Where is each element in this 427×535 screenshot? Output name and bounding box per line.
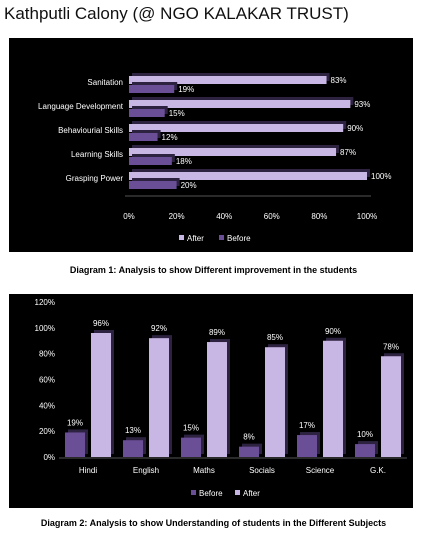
improvement-chart-svg: Sanitation 83% 19% Language Development 93% 1… [38, 73, 391, 243]
bar-after-science [323, 340, 343, 457]
category-label-language-development: Language Development [38, 102, 124, 111]
bar-before-hindi [65, 432, 85, 457]
x-tick-label: 60% [264, 212, 280, 221]
x-tick-label: 80% [311, 212, 327, 221]
legend-label-after: After [187, 234, 204, 243]
value-label-after-language-development: 93% [354, 100, 370, 109]
bar-after-hindi [91, 333, 111, 457]
value-label-before-grasping-power: 20% [181, 181, 197, 190]
bar-before-maths [181, 437, 201, 457]
legend-swatch-before [219, 235, 224, 240]
bar-before-science [297, 435, 317, 457]
value-label-after-hindi: 96% [93, 319, 109, 328]
improvement-chart: Sanitation 83% 19% Language Development 93% 1… [9, 38, 413, 252]
y-tick-label: 20% [39, 427, 55, 436]
bar-before-grasping-power [129, 181, 177, 189]
value-label-before-g-k: 10% [357, 430, 373, 439]
y-tick-label: 40% [39, 401, 55, 410]
page-title: Kathputli Calony (@ NGO KALAKAR TRUST) [4, 4, 349, 23]
bar-after-behaviourial-skills [129, 124, 344, 132]
subjects-chart-svg: 0% 20% 40% 60% 80% 100% 120% 19% 96% Hindi 13% 92% E… [35, 298, 407, 498]
bar-after-socials [265, 347, 285, 457]
value-label-after-socials: 85% [267, 333, 283, 342]
y-tick-label: 60% [39, 376, 55, 385]
value-label-after-science: 90% [325, 327, 341, 336]
bar-after-sanitation [129, 76, 327, 84]
bar-before-language-development [129, 109, 165, 117]
value-label-before-english: 13% [125, 426, 141, 435]
value-label-before-socials: 8% [243, 433, 255, 442]
category-label-english: English [133, 466, 159, 475]
category-label-science: Science [306, 466, 335, 475]
legend-swatch-before [191, 490, 196, 495]
value-label-after-sanitation: 83% [331, 76, 347, 85]
value-label-before-sanitation: 19% [178, 85, 194, 94]
y-tick-label: 80% [39, 350, 55, 359]
x-tick-label: 100% [357, 212, 377, 221]
x-tick-label: 0% [123, 212, 135, 221]
bar-before-socials [239, 446, 259, 457]
category-label-sanitation: Sanitation [87, 78, 123, 87]
bar-before-g-k [355, 444, 375, 457]
category-label-socials: Socials [249, 466, 275, 475]
value-label-after-g-k: 78% [383, 342, 399, 351]
bar-after-grasping-power [129, 172, 367, 180]
x-tick-label: 40% [216, 212, 232, 221]
bar-after-english [149, 338, 169, 457]
value-label-before-hindi: 19% [67, 418, 83, 427]
legend-label-before: Before [227, 234, 251, 243]
subjects-chart: 0% 20% 40% 60% 80% 100% 120% 19% 96% Hindi 13% 92% E… [9, 294, 413, 508]
diagram1-caption: Diagram 1: Analysis to show Different im… [69, 265, 358, 275]
bar-before-learning-skills [129, 157, 172, 165]
bar-after-g-k [381, 356, 401, 457]
value-label-before-science: 17% [299, 421, 315, 430]
value-label-after-grasping-power: 100% [371, 172, 391, 181]
value-label-before-behaviourial-skills: 12% [162, 133, 178, 142]
legend-label-before: Before [199, 489, 223, 498]
category-label-g-k: G.K. [370, 466, 386, 475]
category-label-hindi: Hindi [79, 466, 97, 475]
bar-after-maths [207, 342, 227, 457]
value-label-before-learning-skills: 18% [176, 157, 192, 166]
y-tick-label: 100% [35, 324, 55, 333]
value-label-before-language-development: 15% [169, 109, 185, 118]
category-label-learning-skills: Learning Skills [71, 150, 123, 159]
bar-before-english [123, 440, 143, 457]
value-label-after-behaviourial-skills: 90% [347, 124, 363, 133]
legend-swatch-after [179, 235, 184, 240]
y-tick-label: 120% [35, 298, 55, 307]
bar-after-learning-skills [129, 148, 337, 156]
value-label-after-maths: 89% [209, 328, 225, 337]
bar-before-behaviourial-skills [129, 133, 158, 141]
value-label-after-learning-skills: 87% [340, 148, 356, 157]
category-label-maths: Maths [193, 466, 215, 475]
diagram2-caption: Diagram 2: Analysis to show Understandin… [40, 518, 387, 528]
x-tick-label: 20% [169, 212, 185, 221]
value-label-before-maths: 15% [183, 424, 199, 433]
bar-before-sanitation [129, 85, 175, 93]
legend-label-after: After [243, 489, 260, 498]
y-tick-label: 0% [43, 453, 55, 462]
bar-after-language-development [129, 100, 351, 108]
value-label-after-english: 92% [151, 324, 167, 333]
category-label-behaviourial-skills: Behaviourial Skills [58, 126, 123, 135]
legend-swatch-after [235, 490, 240, 495]
category-label-grasping-power: Grasping Power [66, 174, 124, 183]
